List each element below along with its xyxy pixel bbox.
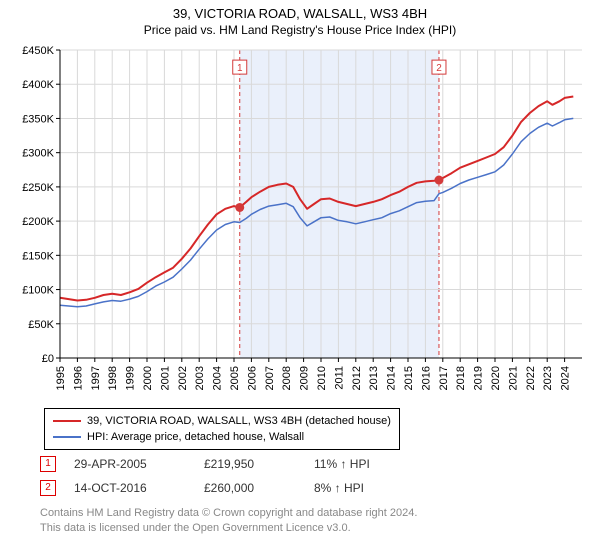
chart-subtitle: Price paid vs. HM Land Registry's House … — [0, 21, 600, 41]
svg-text:£0: £0 — [42, 353, 54, 365]
svg-text:2021: 2021 — [507, 366, 519, 390]
svg-text:2001: 2001 — [159, 366, 171, 390]
svg-text:£200K: £200K — [22, 216, 54, 228]
legend-item-subject: 39, VICTORIA ROAD, WALSALL, WS3 4BH (det… — [53, 413, 391, 429]
sale-row: 1 29-APR-2005 £219,950 11% ↑ HPI — [40, 452, 414, 476]
svg-text:2003: 2003 — [194, 366, 206, 390]
svg-text:2019: 2019 — [473, 366, 485, 390]
svg-text:£450K: £450K — [22, 45, 54, 57]
svg-text:2018: 2018 — [455, 366, 467, 390]
legend-item-hpi: HPI: Average price, detached house, Wals… — [53, 429, 391, 445]
sale-date: 29-APR-2005 — [74, 457, 204, 471]
svg-text:2017: 2017 — [438, 366, 450, 390]
legend-swatch-hpi — [53, 436, 81, 438]
svg-text:£300K: £300K — [22, 148, 54, 160]
legend-swatch-subject — [53, 420, 81, 422]
sale-date: 14-OCT-2016 — [74, 481, 204, 495]
svg-text:2016: 2016 — [420, 366, 432, 390]
sale-price: £219,950 — [204, 457, 314, 471]
svg-text:2002: 2002 — [177, 366, 189, 390]
svg-text:2007: 2007 — [264, 366, 276, 390]
svg-text:2011: 2011 — [333, 366, 345, 390]
sale-marker-badge: 2 — [40, 480, 56, 496]
chart-container: 39, VICTORIA ROAD, WALSALL, WS3 4BH Pric… — [0, 0, 600, 560]
svg-text:£400K: £400K — [22, 79, 54, 91]
sale-hpi: 8% ↑ HPI — [314, 481, 414, 495]
svg-text:2006: 2006 — [246, 366, 258, 390]
svg-text:£150K: £150K — [22, 250, 54, 262]
svg-text:1998: 1998 — [107, 366, 119, 390]
footer-line: This data is licensed under the Open Gov… — [40, 521, 417, 536]
legend-label-subject: 39, VICTORIA ROAD, WALSALL, WS3 4BH (det… — [87, 415, 391, 427]
svg-text:2004: 2004 — [212, 366, 224, 390]
sale-price: £260,000 — [204, 481, 314, 495]
footer-line: Contains HM Land Registry data © Crown c… — [40, 506, 417, 521]
svg-text:2014: 2014 — [386, 366, 398, 390]
sales-table: 1 29-APR-2005 £219,950 11% ↑ HPI 2 14-OC… — [40, 452, 414, 500]
svg-text:2008: 2008 — [281, 366, 293, 390]
svg-text:1: 1 — [237, 63, 243, 74]
svg-text:1995: 1995 — [55, 366, 67, 390]
footer-attribution: Contains HM Land Registry data © Crown c… — [40, 506, 417, 536]
svg-text:2022: 2022 — [525, 366, 537, 390]
sale-row: 2 14-OCT-2016 £260,000 8% ↑ HPI — [40, 476, 414, 500]
svg-text:2: 2 — [436, 63, 442, 74]
svg-text:£100K: £100K — [22, 285, 54, 297]
svg-text:2010: 2010 — [316, 366, 328, 390]
svg-text:2013: 2013 — [368, 366, 380, 390]
svg-text:2009: 2009 — [299, 366, 311, 390]
svg-text:1997: 1997 — [90, 366, 102, 390]
svg-text:£50K: £50K — [28, 319, 54, 331]
svg-text:2023: 2023 — [542, 366, 554, 390]
legend: 39, VICTORIA ROAD, WALSALL, WS3 4BH (det… — [44, 408, 400, 450]
svg-text:2005: 2005 — [229, 366, 241, 390]
svg-text:1999: 1999 — [125, 366, 137, 390]
svg-text:2024: 2024 — [560, 366, 572, 390]
svg-text:£350K: £350K — [22, 113, 54, 125]
svg-text:1996: 1996 — [72, 366, 84, 390]
legend-label-hpi: HPI: Average price, detached house, Wals… — [87, 431, 304, 443]
svg-text:2015: 2015 — [403, 366, 415, 390]
chart-area: 1 2 £0 £50K £100K £150K £200K £250K £300K £350K £4… — [10, 42, 590, 402]
sale-marker-badge: 1 — [40, 456, 56, 472]
sale-hpi: 11% ↑ HPI — [314, 457, 414, 471]
chart-title: 39, VICTORIA ROAD, WALSALL, WS3 4BH — [0, 0, 600, 21]
svg-text:2012: 2012 — [351, 366, 363, 390]
chart-svg: 1 2 £0 £50K £100K £150K £200K £250K £300K £350K £4… — [10, 42, 590, 402]
svg-text:2020: 2020 — [490, 366, 502, 390]
svg-text:£250K: £250K — [22, 182, 54, 194]
svg-text:2000: 2000 — [142, 366, 154, 390]
